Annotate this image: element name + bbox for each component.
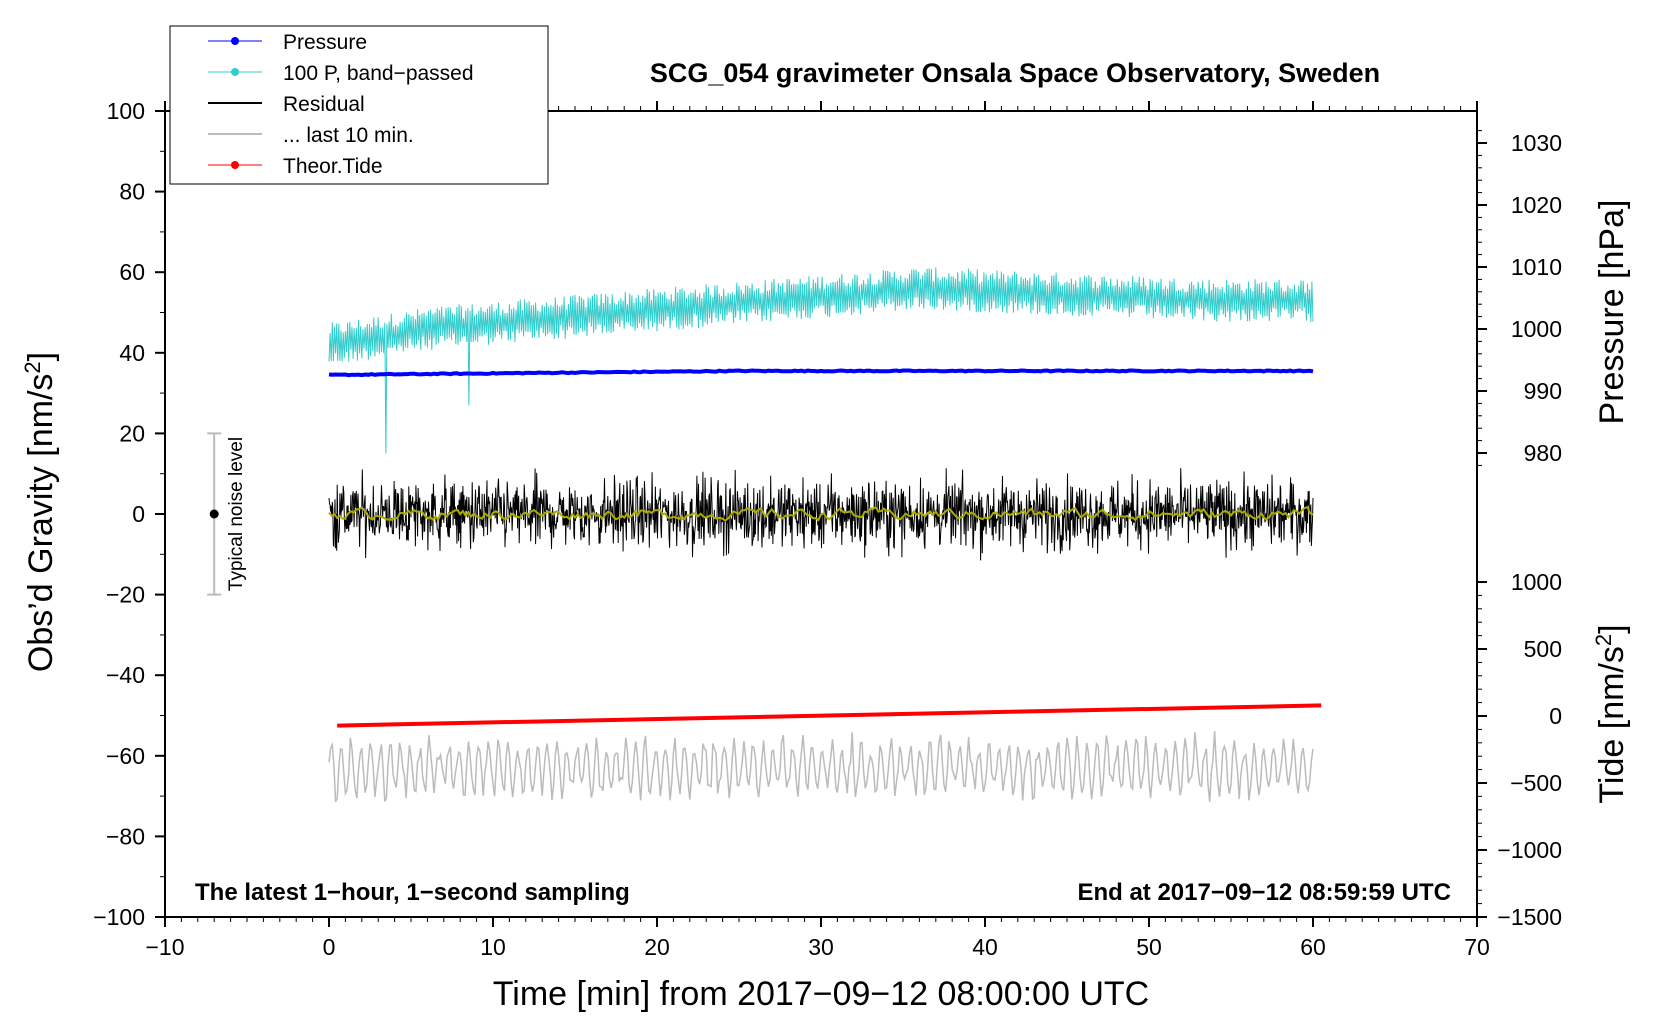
- chart-title: SCG_054 gravimeter Onsala Space Observat…: [650, 58, 1380, 88]
- noise-center-dot: [209, 509, 219, 519]
- legend: Pressure 100 P, band−passed Residual ... la…: [169, 25, 549, 185]
- tide-tick-label: −500: [1510, 770, 1562, 796]
- legend-marker: [231, 37, 239, 45]
- series-theoretical-tide: [337, 703, 1322, 728]
- x-tick-label: 60: [1300, 934, 1326, 960]
- noise-label: Typical noise level: [226, 437, 247, 591]
- tide-tick-label: 0: [1549, 703, 1562, 729]
- y-tick-label: −20: [106, 582, 145, 608]
- note-right: End at 2017−09−12 08:59:59 UTC: [1077, 879, 1451, 906]
- y-tick-label: 40: [119, 340, 145, 366]
- tide-tick-label: 1000: [1511, 569, 1562, 595]
- y-axis-label-pressure: Pressure [hPa]: [1593, 200, 1631, 425]
- y-tick-label: 60: [119, 259, 145, 285]
- x-tick-label: 20: [644, 934, 670, 960]
- note-left: The latest 1−hour, 1−second sampling: [195, 879, 630, 906]
- y-tick-label: 80: [119, 179, 145, 205]
- y-tick-label: −100: [93, 904, 145, 930]
- x-tick-label: 70: [1464, 934, 1490, 960]
- legend-label: Pressure: [283, 31, 367, 54]
- legend-label: 100 P, band−passed: [283, 62, 474, 85]
- x-tick-label: −10: [145, 934, 184, 960]
- legend-label: Theor.Tide: [283, 155, 383, 178]
- pressure-tick-label: 1010: [1511, 254, 1562, 280]
- axis-ticks: −10 0 10 20 30 40 50 60 70100806040200−20−40−60−…: [93, 98, 1562, 960]
- series-layer: [328, 267, 1322, 803]
- x-tick-label: 10: [480, 934, 506, 960]
- series-residual-smoothed: [328, 505, 1314, 522]
- y-tick-label: 0: [132, 501, 145, 527]
- y-tick-label: 100: [107, 98, 145, 124]
- y-tick-label: −80: [106, 823, 145, 849]
- y-tick-label: −60: [106, 743, 145, 769]
- y-axis-label-gravity: Obs’d Gravity [nm/s2]: [20, 352, 60, 672]
- legend-label: ... last 10 min.: [283, 124, 414, 147]
- legend-marker: [231, 161, 239, 169]
- series-bandpassed-pressure: [328, 267, 1314, 454]
- x-axis-label: Time [min] from 2017−09−12 08:00:00 UTC: [493, 975, 1149, 1013]
- x-tick-label: 30: [808, 934, 834, 960]
- pressure-tick-label: 980: [1524, 440, 1562, 466]
- y-tick-label: −40: [106, 662, 145, 688]
- legend-label: Residual: [283, 93, 365, 116]
- noise-level-indicator: Typical noise level: [207, 432, 247, 596]
- tide-tick-label: −1500: [1497, 904, 1562, 930]
- x-tick-label: 50: [1136, 934, 1162, 960]
- pressure-tick-label: 1030: [1511, 130, 1562, 156]
- x-tick-label: 0: [323, 934, 336, 960]
- legend-box: [169, 25, 549, 185]
- pressure-tick-label: 1000: [1511, 316, 1562, 342]
- series-last-10-min: [328, 731, 1314, 803]
- series-pressure: [328, 368, 1314, 378]
- pressure-tick-label: 1020: [1511, 192, 1562, 218]
- tide-tick-label: −1000: [1497, 837, 1562, 863]
- y-tick-label: 20: [119, 420, 145, 446]
- legend-marker: [231, 68, 239, 76]
- x-tick-label: 40: [972, 934, 998, 960]
- pressure-tick-label: 990: [1524, 378, 1562, 404]
- tide-tick-label: 500: [1524, 636, 1562, 662]
- y-axis-label-tide: Tide [nm/s2]: [1591, 624, 1631, 803]
